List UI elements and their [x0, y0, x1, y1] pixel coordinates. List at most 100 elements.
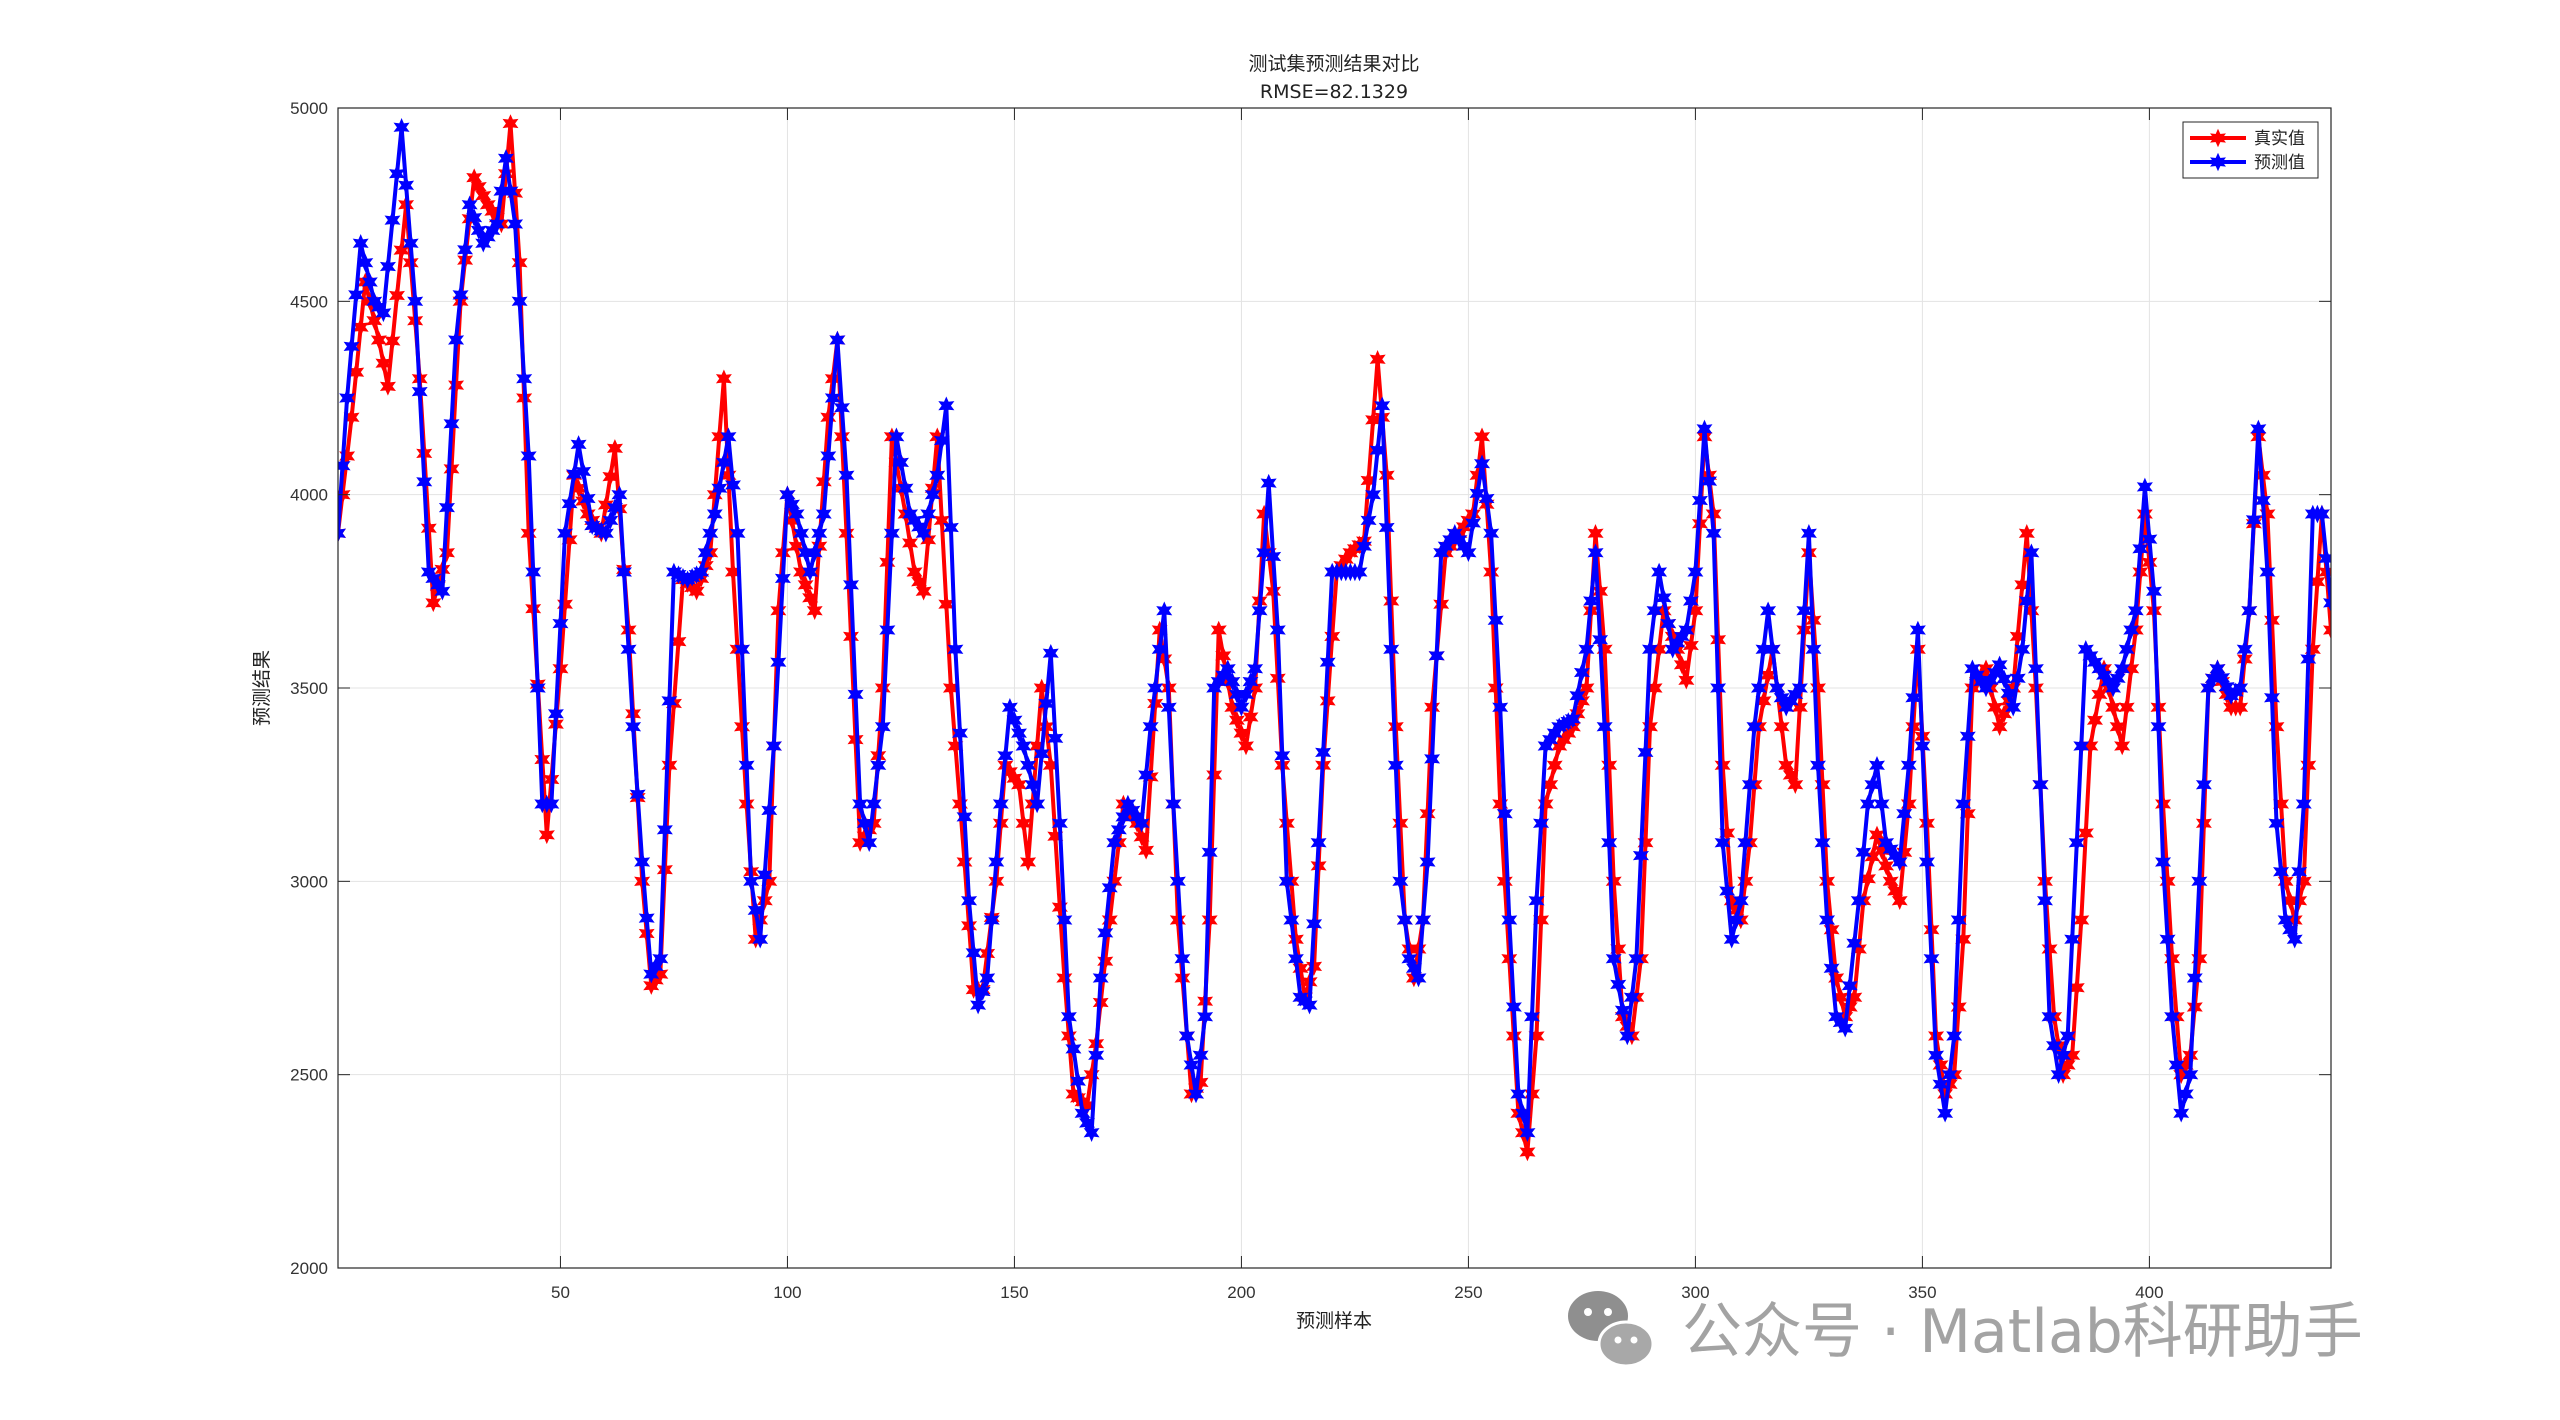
series-2-point-166 [1083, 1123, 1100, 1142]
series-2-point-89 [734, 640, 751, 659]
legend: 真实值 预测值 [2182, 121, 2319, 179]
series-2-point-272 [1564, 709, 1581, 729]
x-tick-label-0: 50 [551, 1283, 570, 1302]
series-1-point-321 [1787, 775, 1804, 794]
series-2-point-228 [1365, 485, 1382, 504]
series-2-point-3 [343, 337, 360, 356]
series-2-point-145 [988, 852, 1005, 872]
series-2-point-392 [2109, 669, 2126, 688]
series-2-point-336 [1855, 843, 1872, 862]
series-2-point-151 [1015, 736, 1032, 756]
series-2-point-154 [1029, 794, 1046, 814]
series-1-point-403 [2159, 872, 2176, 891]
series-2-point-12 [384, 210, 401, 230]
series-2-point-277 [1587, 543, 1604, 562]
series-2-point-178 [1138, 765, 1155, 785]
series-2-point-286 [1628, 949, 1645, 968]
series-2-point-359 [1959, 727, 1976, 746]
series-2-point-366 [1991, 655, 2008, 675]
series-1-point-426 [2264, 611, 2280, 630]
series-2-point-94 [756, 865, 773, 885]
series-2-point-90 [738, 756, 755, 775]
ticks [338, 107, 2331, 1269]
series-2-point-401 [2150, 717, 2167, 736]
series-2-point-4 [348, 285, 365, 305]
series-2-point-131 [924, 485, 941, 504]
series-2-point-310 [1737, 833, 1754, 852]
series-2-point-106 [811, 524, 828, 543]
series-2-point-183 [1160, 698, 1177, 717]
series-2-point-30 [466, 208, 483, 227]
series-2-point-16 [402, 234, 419, 253]
series-2-point-326 [1810, 756, 1826, 775]
series-1-point-193 [1206, 765, 1223, 785]
series-2-point-35 [488, 214, 505, 234]
series-1-point-129 [915, 582, 932, 601]
series-2-point-108 [820, 446, 837, 466]
series-2-point-303 [1705, 524, 1722, 543]
series-2-point-395 [2123, 620, 2140, 640]
series-2-point-85 [715, 453, 732, 472]
series-2-point-424 [2254, 491, 2271, 510]
series-1-point-268 [1546, 756, 1563, 775]
series-2-point-140 [965, 943, 982, 963]
series-2-point-160 [1056, 910, 1073, 930]
series-2-point-402 [2155, 852, 2172, 872]
series-2-point-227 [1360, 511, 1377, 530]
series-2-point-351 [1923, 949, 1940, 968]
series-2-point-190 [1192, 1046, 1209, 1065]
series-2-point-150 [1011, 723, 1027, 743]
chart-subtitle: RMSE=82.1329 [1260, 81, 1408, 103]
series-2-point-64 [620, 640, 637, 659]
series-2-point-254 [1483, 524, 1500, 543]
series-2-point-101 [788, 504, 805, 524]
series-2-point-334 [1846, 933, 1863, 953]
series-1-point-108 [820, 408, 837, 427]
series-2-point-109 [824, 388, 841, 408]
legend-label-series-1: 真实值 [2254, 129, 2305, 149]
series-2-point-278 [1592, 630, 1609, 649]
series-2-point-405 [2168, 1055, 2185, 1075]
series-2-point-39 [507, 214, 524, 234]
series-1-point-9 [370, 330, 387, 350]
series-2-point-345 [1896, 804, 1913, 823]
tick-labels: 50 100 150 200 250 300 350 400 2000 2500 3000 3500 4… [290, 99, 2163, 1302]
series-2-point-134 [938, 396, 955, 415]
series-2-point-182 [1156, 601, 1173, 620]
legend-box [2182, 121, 2319, 179]
series-2-point-412 [2200, 678, 2217, 698]
series-2-point-41 [516, 369, 533, 388]
series-1-point-318 [1773, 717, 1790, 736]
series-2-point-335 [1850, 891, 1867, 910]
series-2-point-255 [1487, 611, 1504, 630]
series-2-point-411 [2195, 775, 2212, 794]
series-1-point-185 [1169, 910, 1186, 930]
series-2-point-132 [929, 466, 946, 485]
series-2-point-309 [1732, 891, 1749, 910]
series-1-point-289 [1642, 717, 1658, 736]
series-2-point-155 [1033, 744, 1050, 763]
series-1-point-298 [1682, 636, 1699, 655]
series-2-point-400 [2145, 582, 2163, 601]
series-2-point-426 [2264, 688, 2280, 707]
series-2-point-40 [511, 292, 528, 311]
series-2-point-340 [1873, 794, 1890, 814]
series-2-point-391 [2105, 678, 2122, 698]
series-2-point-265 [1532, 814, 1550, 833]
series-2-point-199 [1233, 698, 1250, 717]
series-2-point-152 [1019, 756, 1037, 775]
series-2-point-18 [411, 382, 428, 401]
series-1-point-329 [1823, 920, 1840, 939]
series-2-point-404 [2164, 1007, 2181, 1026]
series-2-point-381 [2059, 1026, 2076, 1046]
series-1-point-439 [2323, 620, 2331, 640]
series-2-point-299 [1687, 562, 1704, 582]
series-2-point-329 [1823, 959, 1840, 978]
series-1-point-212 [1292, 959, 1309, 978]
series-2-point-354 [1937, 1104, 1954, 1123]
series-2-point-27 [452, 285, 469, 305]
series-2-point-409 [2186, 968, 2203, 988]
series-1-point-42 [520, 524, 537, 543]
series-1-point-219 [1324, 627, 1341, 646]
series-1-point-21 [425, 593, 442, 613]
